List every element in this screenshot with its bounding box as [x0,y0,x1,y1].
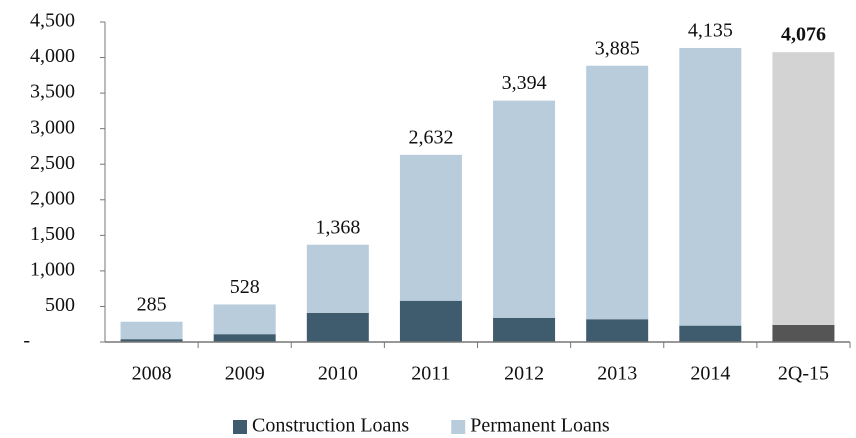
legend-label: Construction Loans [252,415,409,437]
x-tick-label: 2012 [504,363,544,385]
bar-segment [399,154,462,301]
y-tick-label: 3,500 [30,81,75,103]
bar-segment [493,317,556,342]
y-tick-label: 3,000 [30,116,75,138]
bar-segment [772,52,835,325]
bar-segment [772,324,835,342]
total-label: 285 [137,293,167,315]
bar-segment [306,312,369,342]
bar-segment [120,339,183,342]
total-label: 4,135 [688,20,733,42]
x-tick-label: 2008 [132,363,172,385]
x-tick-label: 2009 [225,363,265,385]
bar-segment [586,65,649,320]
total-label: 3,394 [502,72,547,94]
legend-label: Permanent Loans [470,415,610,437]
bar-segment [213,334,276,342]
total-label: 4,076 [781,24,826,46]
x-tick-label: 2014 [690,363,730,385]
y-tick-label: 1,500 [30,223,75,245]
y-tick-label: 4,500 [30,10,75,32]
y-tick-label: 2,000 [30,187,75,209]
legend-swatch [451,420,466,434]
bar-segment [493,100,556,318]
bar-segment [679,325,742,342]
y-tick-label: - [23,330,30,352]
bar-segment [120,321,183,340]
bar-segment [586,319,649,342]
bar-segment [213,304,276,335]
y-tick-label: 2,500 [30,152,75,174]
total-label: 2,632 [408,126,453,148]
bar-segment [399,300,462,342]
total-label: 528 [230,276,260,298]
x-tick-label: 2Q-15 [778,363,829,385]
x-tick-label: 2010 [318,363,358,385]
bar-segment [306,244,369,313]
y-tick-label: 4,000 [30,45,75,67]
x-tick-label: 2011 [411,363,450,385]
bar-segment [679,47,742,326]
x-tick-label: 2013 [597,363,637,385]
total-label: 3,885 [595,37,640,59]
y-tick-label: 1,000 [30,258,75,280]
total-label: 1,368 [315,216,360,238]
y-tick-label: 500 [45,294,75,316]
legend-swatch [233,420,247,434]
